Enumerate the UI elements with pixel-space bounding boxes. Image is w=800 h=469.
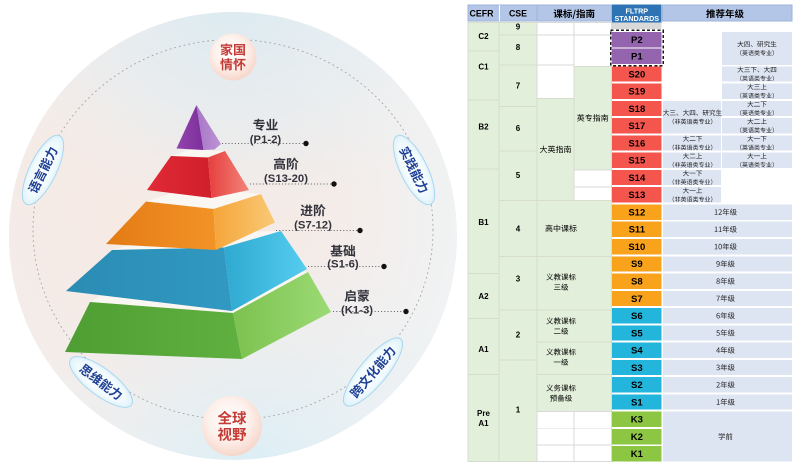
svg-text:S17: S17 — [628, 121, 645, 132]
svg-text:S12: S12 — [628, 207, 645, 218]
svg-text:S8: S8 — [631, 277, 643, 288]
svg-text:CEFR: CEFR — [470, 9, 495, 19]
svg-text:S16: S16 — [628, 138, 645, 149]
svg-text:A1: A1 — [478, 419, 489, 428]
svg-text:4: 4 — [516, 225, 521, 234]
svg-text:S4: S4 — [631, 346, 643, 357]
svg-text:Pre: Pre — [477, 409, 490, 418]
svg-text:9: 9 — [516, 22, 521, 31]
svg-text:K2: K2 — [631, 432, 643, 443]
svg-text:S18: S18 — [628, 104, 645, 115]
svg-text:3: 3 — [516, 274, 521, 283]
svg-text:S3: S3 — [631, 363, 643, 374]
svg-text:S15: S15 — [628, 156, 646, 167]
svg-text:(S1-6): (S1-6) — [327, 258, 359, 270]
svg-text:S19: S19 — [628, 87, 645, 98]
svg-text:S14: S14 — [628, 173, 646, 184]
svg-text:B2: B2 — [478, 122, 489, 131]
svg-text:5: 5 — [516, 171, 521, 180]
svg-text:(P1-2): (P1-2) — [250, 134, 282, 146]
svg-text:S6: S6 — [631, 311, 643, 322]
svg-text:P2: P2 — [631, 35, 643, 46]
svg-text:A2: A2 — [478, 292, 489, 301]
svg-text:1: 1 — [516, 405, 521, 414]
svg-text:S9: S9 — [631, 259, 643, 270]
svg-text:S11: S11 — [629, 225, 646, 236]
svg-text:S10: S10 — [628, 242, 645, 253]
svg-text:(S7-12): (S7-12) — [294, 219, 332, 231]
svg-text:7: 7 — [516, 82, 521, 91]
svg-text:(S13-20): (S13-20) — [264, 173, 308, 185]
svg-text:8: 8 — [516, 43, 521, 52]
svg-text:S7: S7 — [631, 294, 643, 305]
svg-text:CSE: CSE — [509, 9, 527, 19]
svg-text:B1: B1 — [478, 218, 489, 227]
svg-text:S13: S13 — [628, 190, 645, 201]
svg-text:A1: A1 — [478, 345, 489, 354]
svg-text:S2: S2 — [631, 380, 643, 391]
svg-text:STANDARDS: STANDARDS — [615, 14, 660, 23]
svg-text:K1: K1 — [631, 449, 644, 460]
svg-text:S5: S5 — [631, 328, 643, 339]
svg-text:S20: S20 — [628, 69, 645, 80]
svg-text:C1: C1 — [478, 62, 489, 71]
svg-text:FLTRP: FLTRP — [625, 6, 648, 15]
svg-text:2: 2 — [516, 330, 521, 339]
svg-text:P1: P1 — [631, 52, 643, 63]
svg-text:6: 6 — [516, 124, 521, 133]
svg-text:S1: S1 — [631, 397, 643, 408]
svg-text:(K1-3): (K1-3) — [341, 304, 373, 316]
svg-text:K3: K3 — [631, 415, 643, 426]
svg-text:C2: C2 — [478, 32, 489, 41]
